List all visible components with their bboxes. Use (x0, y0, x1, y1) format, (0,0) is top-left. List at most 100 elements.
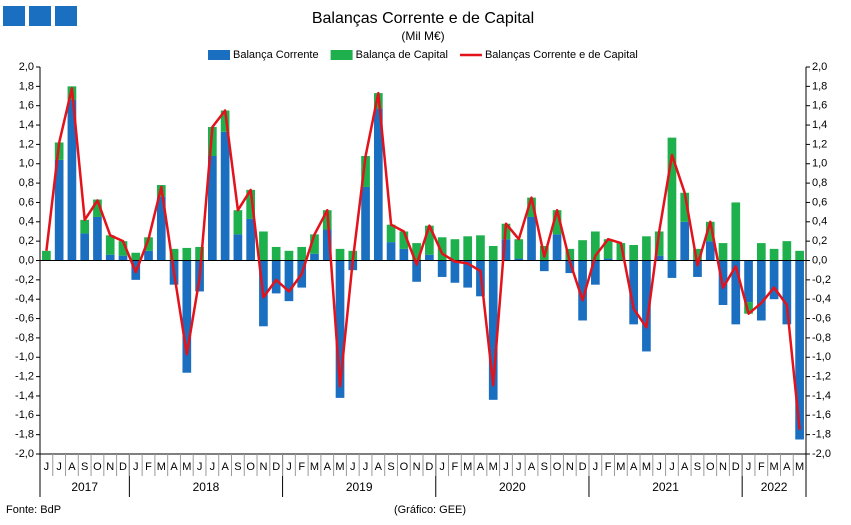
y2-tick-label: -1,2 (812, 371, 831, 383)
bar (437, 260, 447, 277)
bar (527, 197, 536, 217)
bar (476, 235, 485, 261)
bar (310, 253, 319, 261)
bar (93, 216, 102, 261)
bar (642, 260, 651, 352)
y-tick-label: 2,0 (19, 61, 34, 73)
y-tick-label: -2,0 (15, 448, 34, 460)
x-tick-label: N (413, 461, 421, 473)
y-tick-label: 0,2 (19, 235, 34, 247)
legend-label: Balança Corrente (233, 49, 319, 61)
bar (782, 241, 792, 261)
x-tick-label: J (439, 461, 445, 473)
y-tick-label: -1,4 (15, 390, 34, 402)
bar (386, 242, 396, 261)
x-tick-label: J (516, 461, 522, 473)
bar (501, 239, 511, 261)
bar (399, 248, 409, 261)
x-tick-label: O (706, 461, 715, 473)
x-tick-label: O (553, 461, 562, 473)
legend-swatch (208, 50, 230, 60)
x-tick-label: N (719, 461, 727, 473)
bar (488, 260, 498, 400)
bar (220, 110, 230, 132)
y-tick-label: -0,8 (15, 332, 34, 344)
y2-tick-label: 1,2 (812, 138, 827, 150)
y2-tick-label: 1,0 (812, 158, 827, 170)
y-tick-label: 0,8 (19, 177, 34, 189)
y2-tick-label: -0,6 (812, 312, 831, 324)
x-tick-label: D (119, 461, 127, 473)
x-tick-label: D (732, 461, 740, 473)
y-tick-label: 1,4 (19, 119, 34, 131)
logo-square (3, 6, 25, 26)
x-tick-label: A (477, 461, 485, 473)
legend-label: Balança de Capital (356, 49, 448, 61)
x-tick-label: J (746, 461, 752, 473)
bar (322, 229, 332, 261)
y2-tick-label: -0,8 (812, 332, 831, 344)
bar (105, 254, 115, 261)
bar (93, 199, 102, 217)
bar (335, 248, 345, 261)
x-tick-label: J (210, 461, 216, 473)
bar (246, 189, 255, 219)
bar (718, 243, 728, 261)
bar (425, 225, 434, 255)
bar (603, 239, 613, 259)
bar (131, 252, 141, 261)
y-tick-label: -1,2 (15, 371, 34, 383)
bar (705, 241, 715, 261)
x-tick-label: J (286, 461, 292, 473)
y2-tick-label: 0,0 (812, 254, 827, 266)
bar (616, 243, 626, 261)
bar (756, 260, 766, 321)
bar (514, 239, 524, 259)
bar (233, 234, 243, 261)
bar (297, 246, 307, 261)
x-tick-label: O (400, 461, 409, 473)
bar (271, 260, 281, 294)
bar (744, 302, 753, 314)
bar (782, 260, 792, 325)
bar (412, 260, 421, 282)
x-tick-label: A (68, 461, 76, 473)
bar (361, 156, 370, 187)
y2-tick-label: 0,8 (812, 177, 827, 189)
bar (105, 235, 115, 255)
y2-tick-label: -0,4 (812, 293, 831, 305)
chart-subtitle: (Mil M€) (401, 29, 444, 43)
bar (680, 192, 690, 222)
y-tick-label: -0,4 (15, 293, 34, 305)
bar (642, 236, 651, 261)
bar (629, 245, 638, 261)
bar (463, 260, 473, 288)
bar (373, 108, 383, 261)
bar (769, 248, 779, 261)
y2-tick-label: -1,0 (812, 351, 831, 363)
bar (705, 221, 715, 242)
bar (578, 260, 587, 321)
y2-tick-label: 1,4 (812, 119, 827, 131)
x-tick-label: D (579, 461, 587, 473)
x-tick-label: S (81, 461, 88, 473)
bar (67, 99, 77, 261)
bar (361, 186, 370, 261)
y2-tick-label: -1,6 (812, 409, 831, 421)
bar (769, 260, 779, 300)
y-tick-label: 0,4 (19, 216, 34, 228)
x-tick-label: J (363, 461, 369, 473)
logo-square (55, 6, 77, 26)
x-tick-label: A (375, 461, 383, 473)
bar (271, 246, 281, 261)
year-label: 2022 (761, 480, 788, 494)
bar (425, 254, 434, 261)
year-label: 2019 (346, 480, 373, 494)
bar (629, 260, 638, 325)
bar (795, 260, 804, 440)
x-tick-label: A (630, 461, 638, 473)
bar (795, 250, 804, 261)
source: Fonte: BdP (6, 504, 61, 516)
x-tick-label: M (642, 461, 651, 473)
bar (514, 258, 524, 261)
